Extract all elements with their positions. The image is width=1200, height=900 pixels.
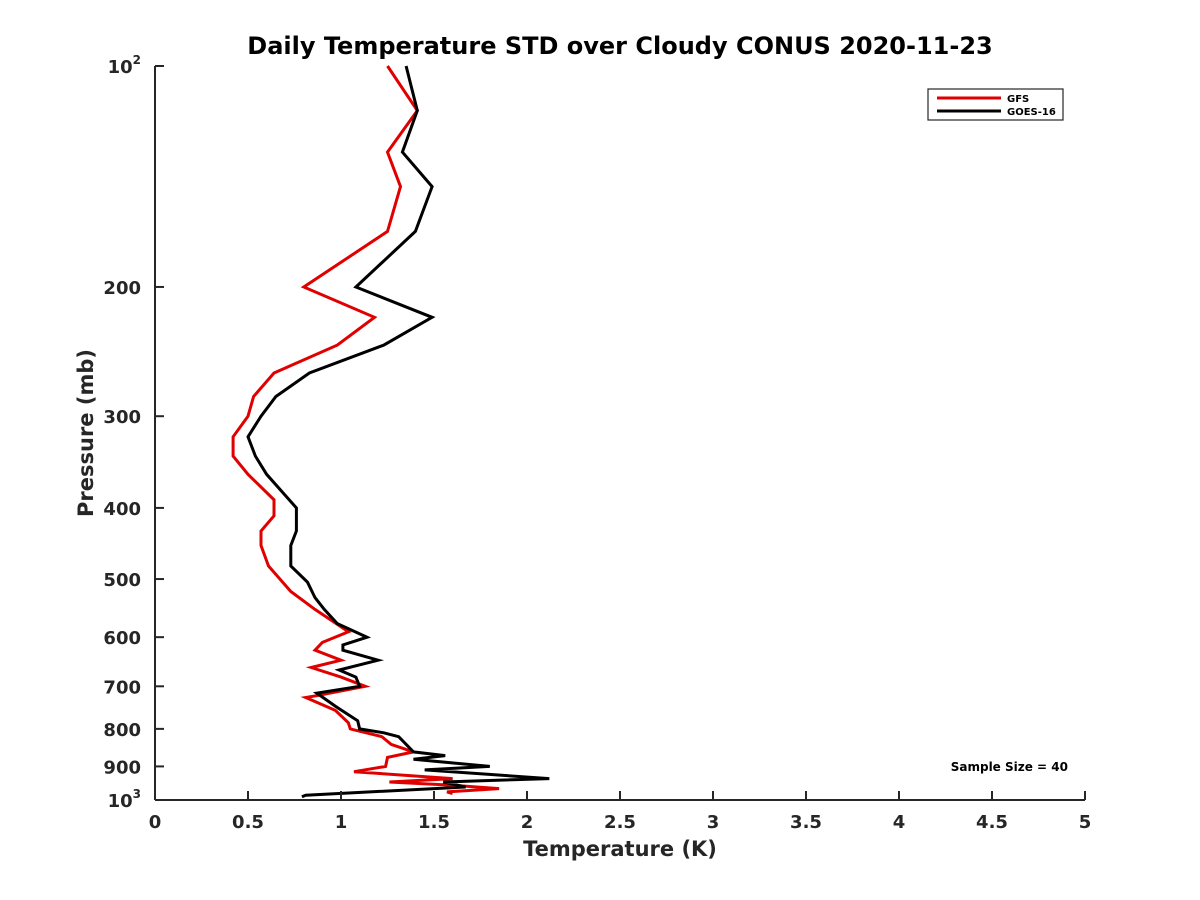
legend-label: GFS xyxy=(1007,94,1029,105)
x-tick-label: 1 xyxy=(335,812,348,833)
x-tick-label: 5 xyxy=(1079,812,1092,833)
series-line-goes-16 xyxy=(246,65,550,799)
y-tick-base: 400 xyxy=(103,499,141,520)
sample-size-annotation: Sample Size = 40 xyxy=(951,760,1068,774)
y-tick-base: 600 xyxy=(103,628,141,649)
legend-entries: GFS GOES-16 xyxy=(937,94,1056,118)
x-tick-label: 0.5 xyxy=(232,812,264,833)
x-tick-label: 3.5 xyxy=(790,812,822,833)
y-tick-base: 10 xyxy=(108,57,133,78)
y-tick-label: 800 xyxy=(103,720,141,741)
x-tick-label: 2.5 xyxy=(604,812,636,833)
y-tick-label: 500 xyxy=(103,570,141,591)
chart-title: Daily Temperature STD over Cloudy CONUS … xyxy=(247,32,992,60)
y-tick-label: 400 xyxy=(103,499,141,520)
legend-box xyxy=(927,88,1064,121)
y-tick-label: 103 xyxy=(108,787,141,812)
x-axis-label: Temperature (K) xyxy=(523,837,717,861)
x-axis-ticks: 0 0.5 1 1.5 2 2.5 3 3.5 4 4.5 5 xyxy=(149,791,1092,833)
x-tick-label: 2 xyxy=(521,812,534,833)
x-tick-label: 4.5 xyxy=(976,812,1008,833)
y-tick-base: 500 xyxy=(103,570,141,591)
x-tick-label: 0 xyxy=(149,812,162,833)
legend: GFS GOES-16 xyxy=(927,88,1064,121)
y-tick-exponent: 2 xyxy=(133,53,141,67)
y-tick-base: 300 xyxy=(103,407,141,428)
y-tick-label: 200 xyxy=(103,278,141,299)
x-tick-label: 3 xyxy=(707,812,720,833)
y-tick-label: 300 xyxy=(103,407,141,428)
legend-label: GOES-16 xyxy=(1007,107,1056,118)
y-tick-label: 900 xyxy=(103,757,141,778)
series-layer xyxy=(231,65,550,799)
y-tick-base: 700 xyxy=(103,677,141,698)
x-tick-label: 1.5 xyxy=(418,812,450,833)
y-tick-label: 102 xyxy=(108,53,141,78)
y-tick-base: 10 xyxy=(108,791,133,812)
y-tick-base: 900 xyxy=(103,757,141,778)
y-axis-label: Pressure (mb) xyxy=(74,349,98,517)
y-tick-exponent: 3 xyxy=(133,787,141,801)
y-tick-label: 600 xyxy=(103,628,141,649)
y-tick-label: 700 xyxy=(103,677,141,698)
y-tick-base: 800 xyxy=(103,720,141,741)
y-tick-base: 200 xyxy=(103,278,141,299)
series-line-gfs xyxy=(231,65,500,796)
x-tick-label: 4 xyxy=(893,812,906,833)
